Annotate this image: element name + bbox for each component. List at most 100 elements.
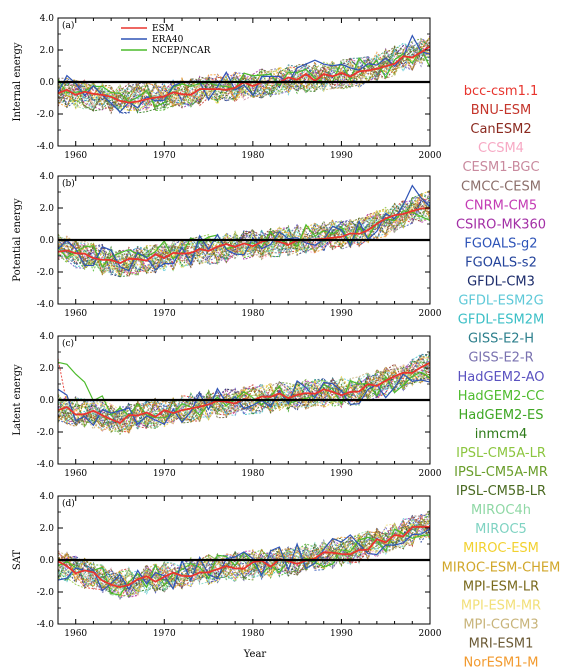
x-tick-label: 1960 xyxy=(64,629,87,639)
model-line xyxy=(58,41,430,115)
model-line xyxy=(58,192,430,278)
model-line xyxy=(58,200,430,275)
model-legend-item: GISS-E2-H xyxy=(468,332,534,347)
model-legend-item: CCSM4 xyxy=(478,141,524,156)
model-line xyxy=(58,368,430,434)
model-legend-item: CanESM2 xyxy=(470,122,531,137)
model-line xyxy=(58,203,430,275)
model-line xyxy=(58,45,430,110)
model-legend-item: GFDL-CM3 xyxy=(467,275,535,290)
model-line xyxy=(58,38,430,109)
model-line xyxy=(58,192,430,276)
y-tick-label: 0.0 xyxy=(40,78,55,88)
y-tick-label: 0.0 xyxy=(40,556,55,566)
y-tick-label: 2.0 xyxy=(40,364,55,374)
model-line xyxy=(58,521,430,587)
y-tick-label: -4.0 xyxy=(37,142,55,152)
model-line xyxy=(58,512,430,592)
model-line xyxy=(58,521,430,594)
panel-tag: (c) xyxy=(62,338,74,349)
model-legend-item: CMCC-CESM xyxy=(461,179,541,194)
model-line xyxy=(58,514,430,599)
model-line xyxy=(58,517,430,592)
series-line xyxy=(58,373,430,427)
y-axis-label: Latent energy xyxy=(12,364,23,436)
model-line xyxy=(58,50,430,114)
y-tick-label: -2.0 xyxy=(37,588,55,598)
model-legend-item: MPI-CGCM3 xyxy=(463,617,538,632)
model-line xyxy=(58,48,430,108)
x-tick-label: 1990 xyxy=(330,469,353,479)
x-tick-label: 1970 xyxy=(153,629,176,639)
panel-4: -4.0 -2.0 0.0 2.0 4.0 1960 1970 1980 1990 2000 (d)… xyxy=(12,492,442,639)
model-line xyxy=(58,192,430,270)
model-legend-item: BNU-ESM xyxy=(471,103,532,118)
model-legend-item: HadGEM2-CC xyxy=(458,389,545,404)
y-tick-label: -4.0 xyxy=(37,620,55,630)
model-line xyxy=(58,366,430,430)
legend-label-esm: ESM xyxy=(152,24,174,34)
x-tick-label: 1970 xyxy=(153,151,176,161)
model-line xyxy=(58,356,430,430)
y-tick-label: 2.0 xyxy=(40,204,55,214)
model-legend-item: CNRM-CM5 xyxy=(465,198,537,213)
model-legend-item: MPI-ESM-MR xyxy=(461,598,541,613)
model-legend-item: FGOALS-s2 xyxy=(465,255,537,270)
y-tick-label: 2.0 xyxy=(40,46,55,56)
model-legend-item: MIROC4h xyxy=(471,503,531,518)
y-axis-label: SAT xyxy=(12,550,23,571)
model-line xyxy=(58,369,430,433)
model-legend: bcc-csm1.1 BNU-ESM CanESM2 CCSM4 CESM1-BGC CM… xyxy=(442,84,561,670)
model-line xyxy=(58,524,430,593)
x-tick-label: 2000 xyxy=(419,469,442,479)
y-tick-label: 4.0 xyxy=(40,492,55,502)
plot-area xyxy=(58,184,430,280)
model-line xyxy=(58,38,430,112)
model-line xyxy=(58,44,430,107)
model-line xyxy=(58,363,430,429)
y-tick-label: 4.0 xyxy=(40,172,55,182)
x-tick-label: 1960 xyxy=(64,151,87,161)
y-axis-label: Potential energy xyxy=(12,198,23,282)
panel-tag: (d) xyxy=(62,498,75,509)
model-legend-item: GISS-E2-R xyxy=(468,351,533,366)
model-line xyxy=(58,195,430,270)
x-tick-label: 1960 xyxy=(64,309,87,319)
series-line xyxy=(58,528,430,592)
model-legend-item: bcc-csm1.1 xyxy=(464,84,539,99)
y-tick-label: -2.0 xyxy=(37,428,55,438)
model-line xyxy=(58,44,430,110)
y-tick-label: 2.0 xyxy=(40,524,55,534)
y-tick-label: 0.0 xyxy=(40,396,55,406)
x-axis-label: Year xyxy=(243,649,267,660)
model-legend-item: HadGEM2-ES xyxy=(459,408,544,423)
y-tick-label: -4.0 xyxy=(37,300,55,310)
legend-label-ncep: NCEP/NCAR xyxy=(152,46,211,56)
legend-label-era40: ERA40 xyxy=(152,35,184,45)
model-legend-item: MPI-ESM-LR xyxy=(463,579,539,594)
model-legend-item: MRI-ESM1 xyxy=(469,636,534,651)
plot-area xyxy=(58,509,430,601)
model-legend-item: HadGEM2-AO xyxy=(457,370,544,385)
model-line xyxy=(58,370,430,433)
model-line xyxy=(58,353,430,433)
model-line xyxy=(58,197,430,276)
x-tick-label: 1970 xyxy=(153,309,176,319)
x-tick-label: 1990 xyxy=(330,309,353,319)
model-legend-item: inmcm4 xyxy=(475,427,528,442)
x-tick-label: 2000 xyxy=(419,629,442,639)
plot-area xyxy=(58,34,430,115)
x-tick-label: 2000 xyxy=(419,151,442,161)
panels: -4.0 -2.0 0.0 2.0 4.0 1960 1970 1980 1990 2000 (a)… xyxy=(12,14,442,639)
model-line xyxy=(58,203,430,275)
x-tick-label: 1990 xyxy=(330,629,353,639)
panel-tag: (b) xyxy=(62,178,75,189)
y-tick-label: 4.0 xyxy=(40,14,55,24)
y-tick-label: -2.0 xyxy=(37,268,55,278)
series-line xyxy=(58,47,430,108)
model-line xyxy=(58,202,430,269)
panel-tag: (a) xyxy=(62,20,74,31)
panel-1: -4.0 -2.0 0.0 2.0 4.0 1960 1970 1980 1990 2000 (a)… xyxy=(12,14,442,161)
x-tick-label: 1980 xyxy=(241,309,264,319)
